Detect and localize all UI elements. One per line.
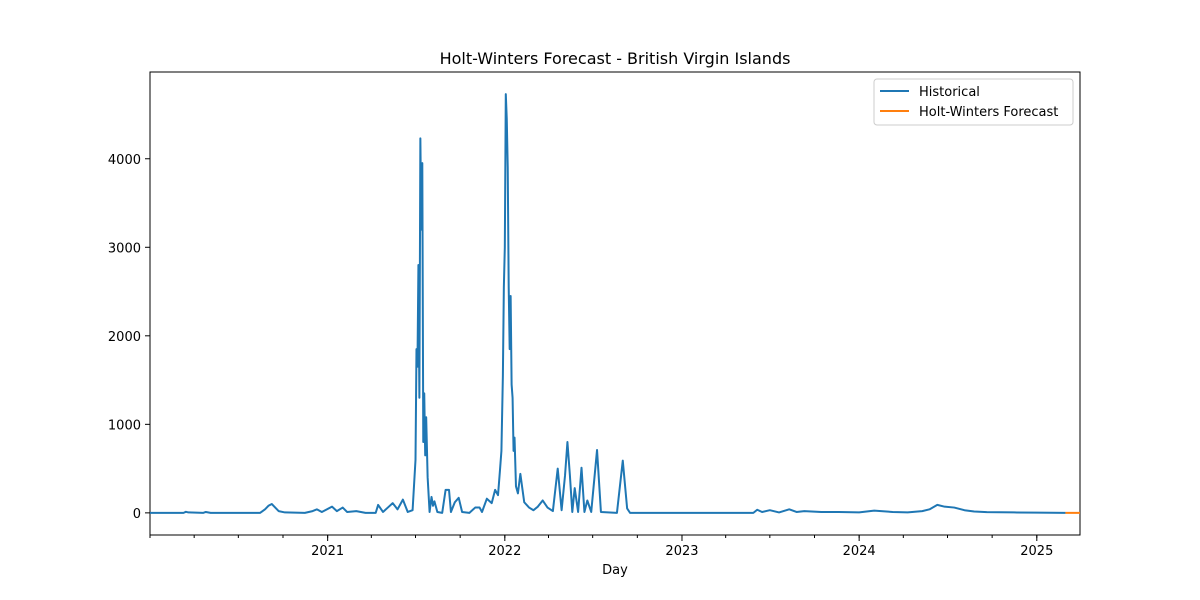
legend-label-forecast: Holt-Winters Forecast bbox=[919, 105, 1058, 120]
x-tick-label: 2022 bbox=[488, 544, 521, 559]
x-tick-label: 2025 bbox=[1020, 544, 1053, 559]
y-axis: 0 1000 2000 3000 4000 bbox=[108, 153, 150, 522]
y-tick-label: 2000 bbox=[108, 330, 141, 345]
x-tick-label: 2023 bbox=[665, 544, 698, 559]
x-axis: 2021 2022 2023 2024 2025 bbox=[149, 535, 1053, 559]
x-tick-label: 2024 bbox=[843, 544, 876, 559]
legend-label-historical: Historical bbox=[919, 85, 980, 100]
series-line-historical bbox=[150, 93, 1066, 514]
x-tick-label: 2021 bbox=[311, 544, 344, 559]
y-tick-label: 0 bbox=[133, 507, 141, 522]
y-tick-label: 1000 bbox=[108, 418, 141, 433]
chart-title: Holt-Winters Forecast - British Virgin I… bbox=[440, 49, 791, 68]
y-tick-label: 4000 bbox=[108, 153, 141, 168]
legend: Historical Holt-Winters Forecast bbox=[873, 78, 1074, 126]
y-tick-label: 3000 bbox=[108, 241, 141, 256]
plot-area-frame bbox=[149, 71, 1081, 536]
legend-box bbox=[873, 78, 1074, 126]
x-axis-label: Day bbox=[602, 563, 628, 578]
series-layer bbox=[150, 93, 1080, 514]
